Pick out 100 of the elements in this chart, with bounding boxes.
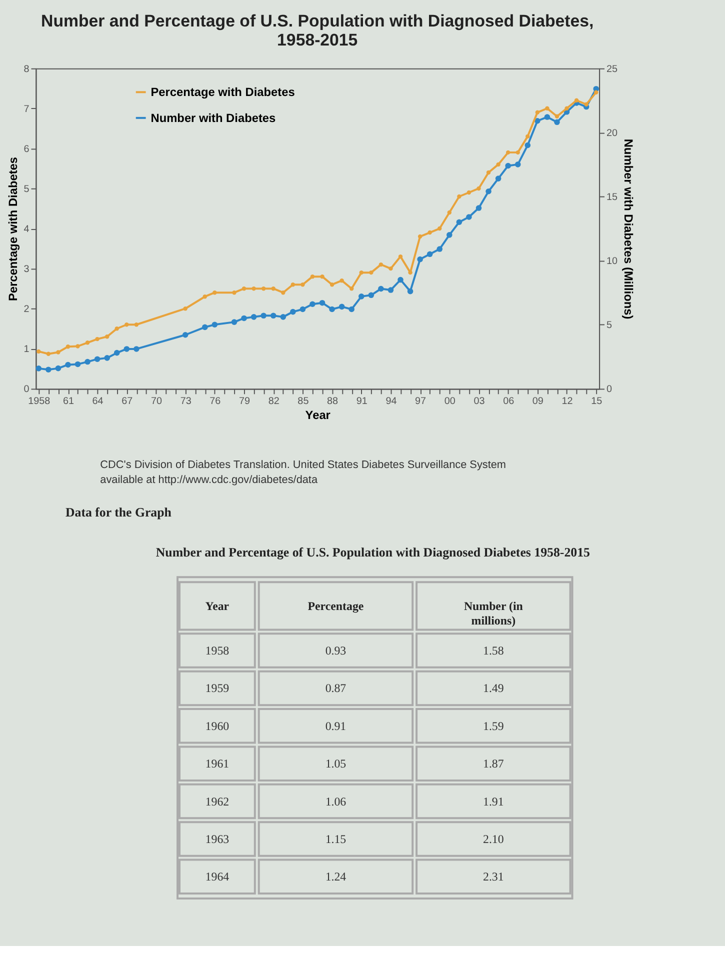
y-tick-label: 0 [24,384,30,396]
point [378,286,384,292]
x-tick-label: 64 [92,396,104,408]
legend-label: Number with Diabetes [150,110,276,125]
point [534,118,540,124]
point [584,102,588,106]
text: 0.93 [325,644,346,658]
point [340,278,344,283]
point [438,226,442,231]
y-tick-label: 7 [24,104,30,115]
point [476,205,482,211]
point [212,322,218,328]
point [56,350,60,354]
point [350,286,354,291]
point [271,286,276,291]
point [496,162,500,167]
point [95,336,100,342]
point [466,190,472,195]
text: 0.91 [325,718,346,733]
text: 1961 [205,756,230,771]
point [447,210,452,215]
point [280,314,286,320]
x-tick-label: 70 [150,396,162,408]
point [545,106,550,110]
point [183,306,188,311]
text: 1.91 [483,794,504,808]
text: Number (in millions) [464,598,524,628]
point [514,162,521,168]
point [524,142,531,148]
point [428,230,432,235]
point [36,349,41,354]
legend-label: Percentage with Diabetes [150,85,296,100]
x-tick-label: 79 [239,396,251,408]
y2-tick-label: 10 [606,256,618,268]
x-tick-label: 97 [415,396,427,408]
x-tick-label: 73 [180,396,192,408]
x-tick-label: 06 [503,396,515,408]
point [76,344,80,348]
text: 1.87 [483,756,504,771]
point [36,366,42,372]
y2-axis-title: Number with Diabetes (Millions) [621,138,636,320]
text: 1962 [205,794,230,808]
y-tick-label: 5 [24,184,30,195]
point [182,332,188,338]
point [505,162,511,169]
text: 2.31 [483,870,504,884]
point [300,306,306,312]
y2-tick-label: 5 [606,320,612,332]
point [241,315,247,322]
x-tick-label: 82 [268,396,280,408]
point [134,322,139,327]
point [46,352,51,356]
x-axis-title: Year [305,408,331,422]
text: 1960 [205,718,230,733]
point [55,365,62,372]
point [457,194,462,199]
point [202,324,208,330]
x-tick-label: 91 [356,396,368,408]
point [231,319,238,325]
point [526,134,530,139]
y2-tick-label: 15 [606,192,618,203]
point [554,119,560,126]
text: 1964 [205,870,230,884]
x-tick-label: 61 [62,396,74,408]
point [574,98,579,102]
y2-tick-label: 0 [606,384,612,396]
point [270,312,276,319]
point [310,301,316,308]
point [388,287,394,293]
x-tick-label: 1958 [28,396,51,408]
x-tick-label: 85 [298,396,310,408]
point [535,110,540,114]
point [250,314,257,320]
y-tick-label: 4 [24,224,30,235]
point [398,276,404,283]
point [544,114,550,120]
point [486,170,491,175]
point [417,256,423,262]
point [281,290,286,295]
point [242,286,246,291]
point [495,176,502,182]
x-tick-label: 76 [210,396,222,408]
y-tick-label: 6 [24,144,30,155]
point [66,344,70,349]
text: 0.87 [325,681,346,696]
point [290,282,296,287]
point [456,219,462,225]
text: 1958 [205,644,230,658]
text: 1.06 [325,794,346,808]
point [94,356,100,362]
point [319,300,326,306]
text: 1.58 [483,644,504,658]
point [114,326,119,331]
point [446,232,452,238]
x-tick-label: 12 [562,396,574,408]
point [114,350,120,356]
y2-tick-label: 25 [606,64,618,75]
text: Data for the Graph [65,506,172,520]
text: 1.59 [483,718,504,733]
point [252,286,256,291]
